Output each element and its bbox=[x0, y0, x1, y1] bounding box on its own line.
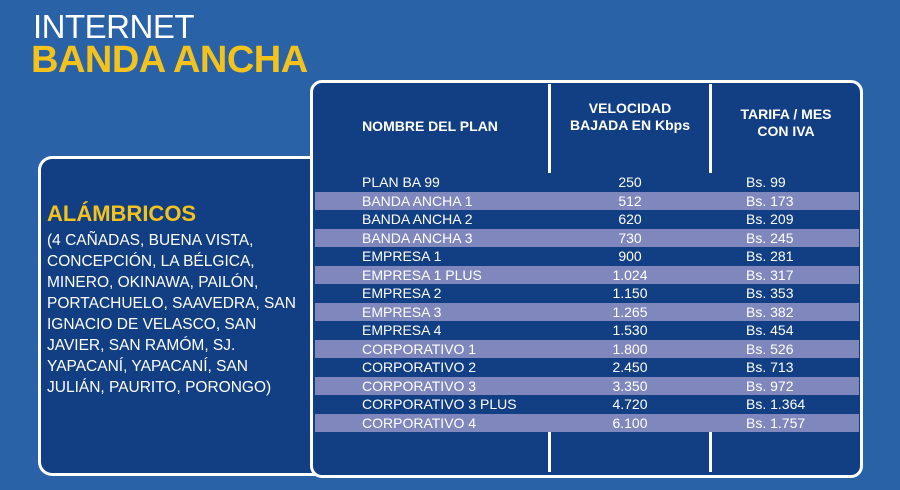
tariff-cell: Bs. 713 bbox=[746, 359, 794, 376]
title-banda-ancha: BANDA ANCHA bbox=[31, 39, 308, 81]
table-row: EMPRESA 1 PLUS 1.024 Bs. 317 bbox=[315, 265, 859, 284]
tariff-cell: Bs. 1.757 bbox=[746, 414, 806, 431]
speed-cell: 1.265 bbox=[612, 303, 648, 320]
table-row: CORPORATIVO 1 1.800 Bs. 526 bbox=[315, 339, 859, 358]
left-panel-frame bbox=[38, 156, 328, 476]
speed-cell: 620 bbox=[618, 211, 642, 228]
table-row: CORPORATIVO 3 3.350 Bs. 972 bbox=[315, 376, 859, 395]
tariff-cell: Bs. 353 bbox=[746, 285, 794, 302]
tariff-cell: Bs. 281 bbox=[746, 248, 794, 265]
left-panel: ALÁMBRICOS (4 CAÑADAS, BUENA VISTA, CONC… bbox=[47, 202, 297, 398]
plan-name-cell: CORPORATIVO 4 bbox=[362, 414, 477, 431]
table-row: CORPORATIVO 2 2.450 Bs. 713 bbox=[315, 358, 859, 377]
speed-cell: 1.530 bbox=[612, 322, 648, 339]
speed-cell: 900 bbox=[618, 248, 642, 265]
tariff-cell: Bs. 317 bbox=[746, 266, 794, 283]
table-row: BANDA ANCHA 1 512 Bs. 173 bbox=[315, 191, 859, 210]
speed-cell: 1.800 bbox=[612, 340, 648, 357]
tariff-cell: Bs. 209 bbox=[746, 211, 794, 228]
tariff-cell: Bs. 245 bbox=[746, 229, 794, 246]
plan-name-cell: EMPRESA 2 bbox=[362, 285, 442, 302]
speed-cell: 1.024 bbox=[612, 266, 648, 283]
header-plan-name: NOMBRE DEL PLAN bbox=[362, 118, 498, 134]
speed-cell: 2.450 bbox=[612, 359, 648, 376]
plan-name-cell: EMPRESA 3 bbox=[362, 303, 442, 320]
speed-cell: 730 bbox=[618, 229, 642, 246]
header-speed: VELOCIDAD BAJADA EN Kbps bbox=[569, 100, 691, 133]
speed-cell: 6.100 bbox=[612, 414, 648, 431]
plan-name-cell: CORPORATIVO 1 bbox=[362, 340, 477, 357]
table-row: PLAN BA 99 250 Bs. 99 bbox=[315, 173, 859, 192]
table-row: EMPRESA 1 900 Bs. 281 bbox=[315, 247, 859, 266]
plans-table-body: PLAN BA 99 250 Bs. 99 BANDA ANCHA 1 512 Bs. 1… bbox=[315, 173, 859, 432]
speed-cell: 3.350 bbox=[612, 377, 648, 394]
plan-name-cell: CORPORATIVO 3 PLUS bbox=[362, 396, 517, 413]
speed-cell: 4.720 bbox=[612, 396, 648, 413]
tariff-cell: Bs. 1.364 bbox=[746, 396, 806, 413]
tariff-cell: Bs. 173 bbox=[746, 192, 794, 209]
speed-cell: 250 bbox=[618, 174, 642, 191]
plan-name-cell: BANDA ANCHA 3 bbox=[362, 229, 473, 246]
title-internet: INTERNET bbox=[33, 8, 195, 45]
plan-name-cell: PLAN BA 99 bbox=[362, 174, 440, 191]
table-row: BANDA ANCHA 2 620 Bs. 209 bbox=[315, 210, 859, 229]
plan-name-cell: CORPORATIVO 3 bbox=[362, 377, 477, 394]
tariff-cell: Bs. 382 bbox=[746, 303, 794, 320]
table-row: BANDA ANCHA 3 730 Bs. 245 bbox=[315, 228, 859, 247]
tariff-cell: Bs. 99 bbox=[746, 174, 786, 191]
speed-cell: 1.150 bbox=[612, 285, 648, 302]
header-tariff: TARIFA / MES CON IVA bbox=[740, 106, 832, 139]
plan-name-cell: EMPRESA 4 bbox=[362, 322, 442, 339]
plan-name-cell: EMPRESA 1 PLUS bbox=[362, 266, 482, 283]
tariff-cell: Bs. 972 bbox=[746, 377, 794, 394]
table-row: EMPRESA 2 1.150 Bs. 353 bbox=[315, 284, 859, 303]
tariff-cell: Bs. 526 bbox=[746, 340, 794, 357]
table-row: CORPORATIVO 3 PLUS 4.720 Bs. 1.364 bbox=[315, 395, 859, 414]
tariff-cell: Bs. 454 bbox=[746, 322, 794, 339]
table-row: EMPRESA 3 1.265 Bs. 382 bbox=[315, 302, 859, 321]
plan-name-cell: CORPORATIVO 2 bbox=[362, 359, 477, 376]
plan-name-cell: BANDA ANCHA 1 bbox=[362, 192, 473, 209]
speed-cell: 512 bbox=[618, 192, 642, 209]
plan-name-cell: BANDA ANCHA 2 bbox=[362, 211, 473, 228]
alambricos-title: ALÁMBRICOS bbox=[47, 201, 197, 226]
table-row: EMPRESA 4 1.530 Bs. 454 bbox=[315, 321, 859, 340]
alambricos-locations: (4 CAÑADAS, BUENA VISTA, CONCEPCIÓN, LA … bbox=[47, 232, 296, 396]
plan-name-cell: EMPRESA 1 bbox=[362, 248, 442, 265]
table-row: CORPORATIVO 4 6.100 Bs. 1.757 bbox=[315, 413, 859, 432]
